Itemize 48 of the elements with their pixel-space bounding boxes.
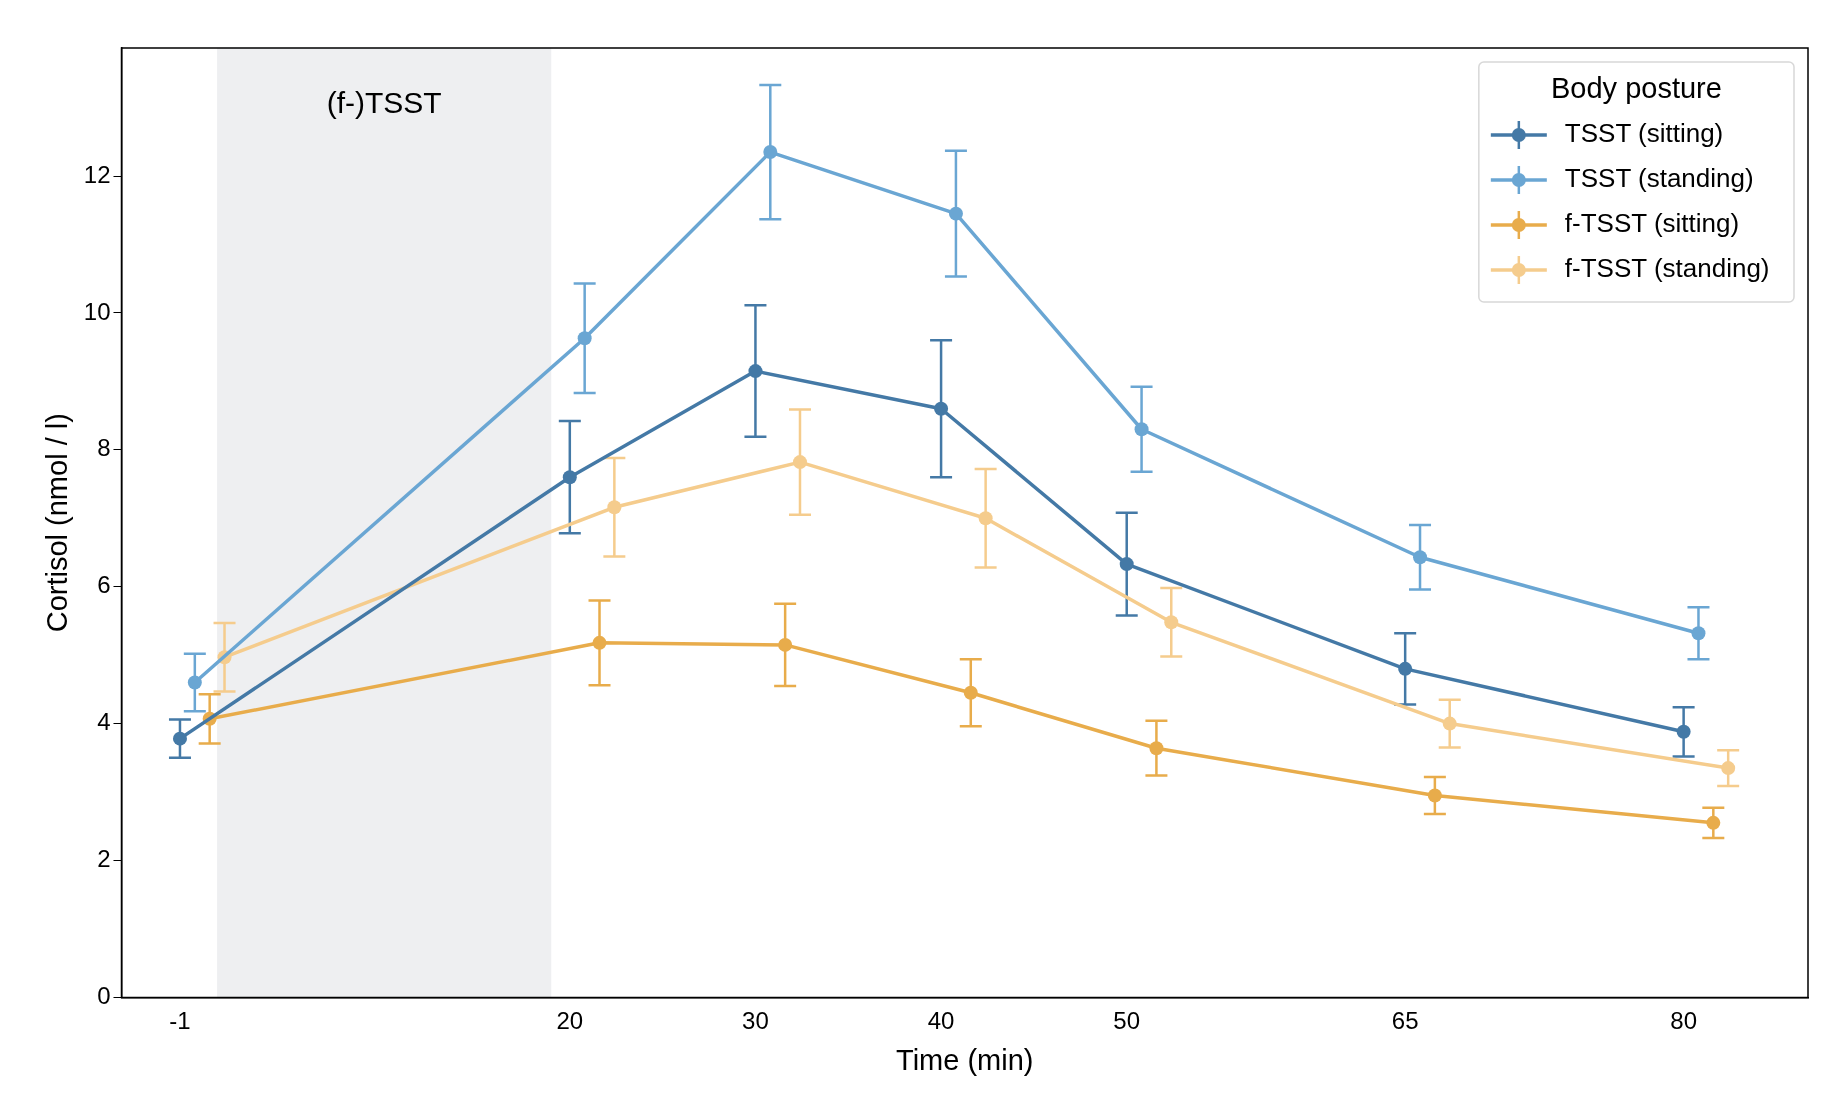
x-axis-title: Time (min): [896, 1043, 1034, 1076]
point: [763, 145, 778, 160]
point: [172, 731, 187, 746]
point: [607, 500, 622, 515]
x-tick-label: -1: [169, 1007, 191, 1035]
point: [187, 675, 202, 690]
legend-label: TSST (sitting): [1564, 118, 1724, 149]
x-tick-label: 20: [556, 1007, 584, 1035]
legend-label: TSST (standing): [1564, 163, 1754, 194]
point: [1691, 626, 1706, 641]
y-tick-label: 10: [83, 297, 111, 325]
point: [1134, 422, 1149, 437]
y-tick-label: 4: [97, 708, 111, 736]
x-tick-label: 65: [1391, 1007, 1419, 1035]
point: [1721, 761, 1736, 776]
y-tick-label: 2: [97, 845, 111, 873]
y-tick-label: 12: [83, 160, 111, 188]
point: [1413, 550, 1428, 565]
point: [778, 637, 793, 652]
point: [1442, 716, 1457, 731]
legend-label: f-TSST (standing): [1564, 253, 1770, 284]
point: [934, 401, 949, 416]
y-tick-label: 8: [97, 434, 111, 462]
point: [748, 364, 763, 379]
point: [1676, 724, 1691, 739]
x-tick-label: 80: [1670, 1007, 1697, 1035]
point: [1706, 815, 1721, 830]
legend-title: Body posture: [1550, 72, 1722, 104]
point: [978, 511, 993, 526]
x-tick-label: 40: [927, 1007, 955, 1035]
point: [562, 470, 577, 485]
point: [1149, 741, 1164, 756]
y-tick-label: 6: [97, 571, 111, 599]
legend-label: f-TSST (sitting): [1564, 208, 1740, 239]
band-label: (f-)TSST: [326, 86, 442, 120]
x-tick-label: 50: [1113, 1007, 1141, 1035]
point: [1119, 557, 1134, 572]
y-axis-title: Cortisol (nmol / l): [41, 413, 74, 633]
point: [1427, 788, 1442, 803]
point: [963, 685, 978, 700]
point: [592, 635, 607, 650]
point: [1398, 661, 1413, 676]
point: [1164, 615, 1179, 630]
point: [577, 331, 592, 346]
x-tick-label: 30: [742, 1007, 769, 1035]
point: [948, 206, 963, 221]
point: [793, 455, 807, 470]
y-tick-label: 0: [97, 982, 111, 1010]
